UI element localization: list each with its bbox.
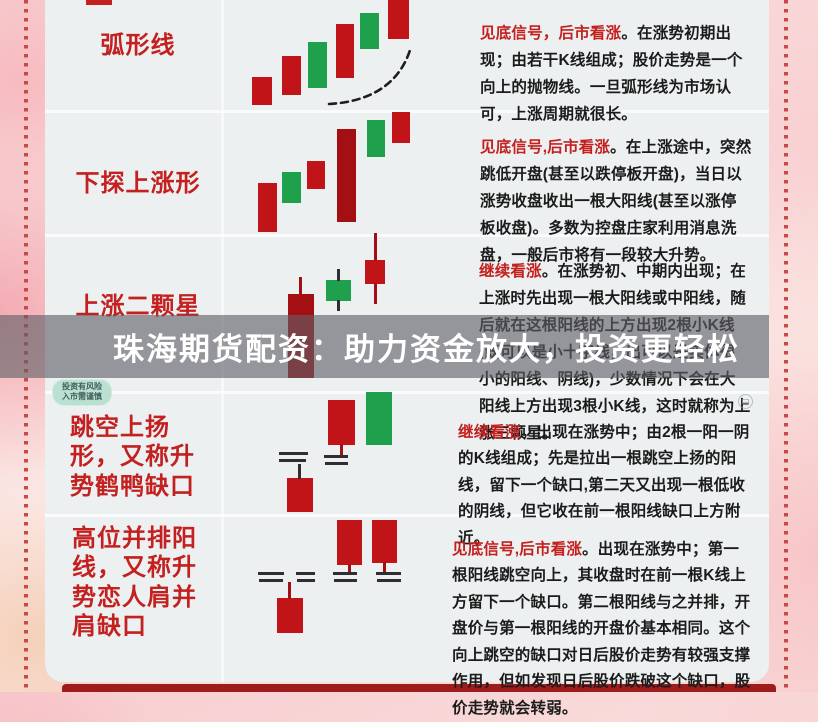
kline-pattern-infographic: { "watermark": "珠海期货配资：助力资金放大，投资更轻松", "b… — [0, 0, 818, 692]
risk-disclaimer-line1: 投资有风险 — [52, 382, 112, 392]
risk-disclaimer-badge: 投资有风险 入市需谨慎 — [52, 379, 112, 406]
arc-path — [329, 47, 411, 104]
risk-disclaimer-line2: 入市需谨慎 — [52, 392, 112, 402]
watermark-band: 珠海期货配资：助力资金放大，投资更轻松 — [0, 315, 769, 378]
watermark-text: 珠海期货配资：助力资金放大，投资更轻松 — [113, 324, 740, 369]
camera-watermark-icon — [738, 394, 753, 409]
